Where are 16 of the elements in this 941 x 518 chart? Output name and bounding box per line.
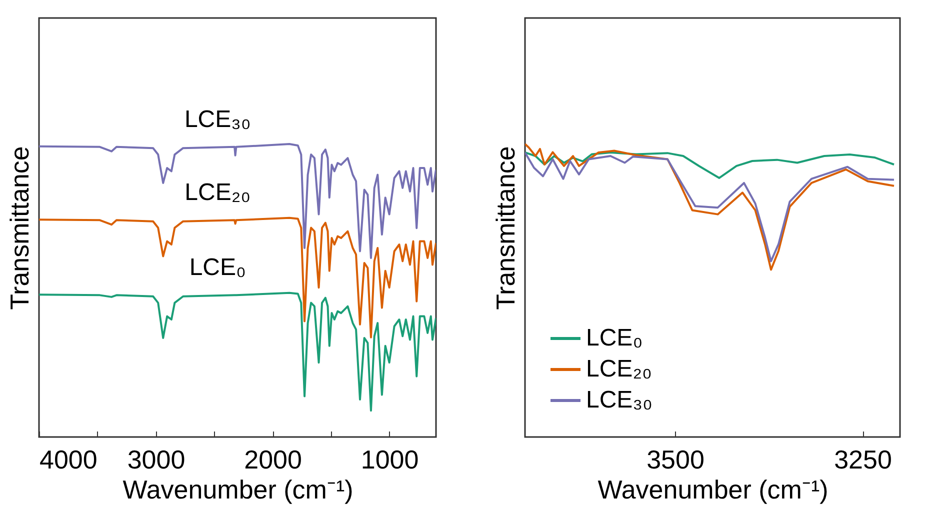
x-axis-title: Wavenumber (cm⁻¹) — [598, 474, 828, 504]
legend-label: LCE₂₀ — [586, 356, 652, 382]
x-tick-label: 3500 — [646, 444, 704, 474]
x-tick-label: 2000 — [244, 444, 302, 474]
series-label: LCE₂₀ — [184, 179, 251, 206]
x-tick-label: 4000 — [40, 444, 98, 474]
legend-label: LCE₀ — [586, 324, 643, 352]
x-tick-label: 3250 — [834, 444, 892, 474]
x-tick-label: 3000 — [127, 444, 186, 474]
y-axis-title: Transmittance — [4, 146, 34, 310]
series-label: LCE₀ — [189, 254, 246, 282]
x-axis-title: Wavenumber (cm⁻¹) — [122, 474, 354, 504]
legend-label: LCE₃₀ — [586, 386, 652, 414]
y-axis-title: Transmittance — [490, 146, 520, 310]
x-tick-label: 1000 — [360, 444, 419, 474]
series-label: LCE₃₀ — [184, 106, 251, 133]
